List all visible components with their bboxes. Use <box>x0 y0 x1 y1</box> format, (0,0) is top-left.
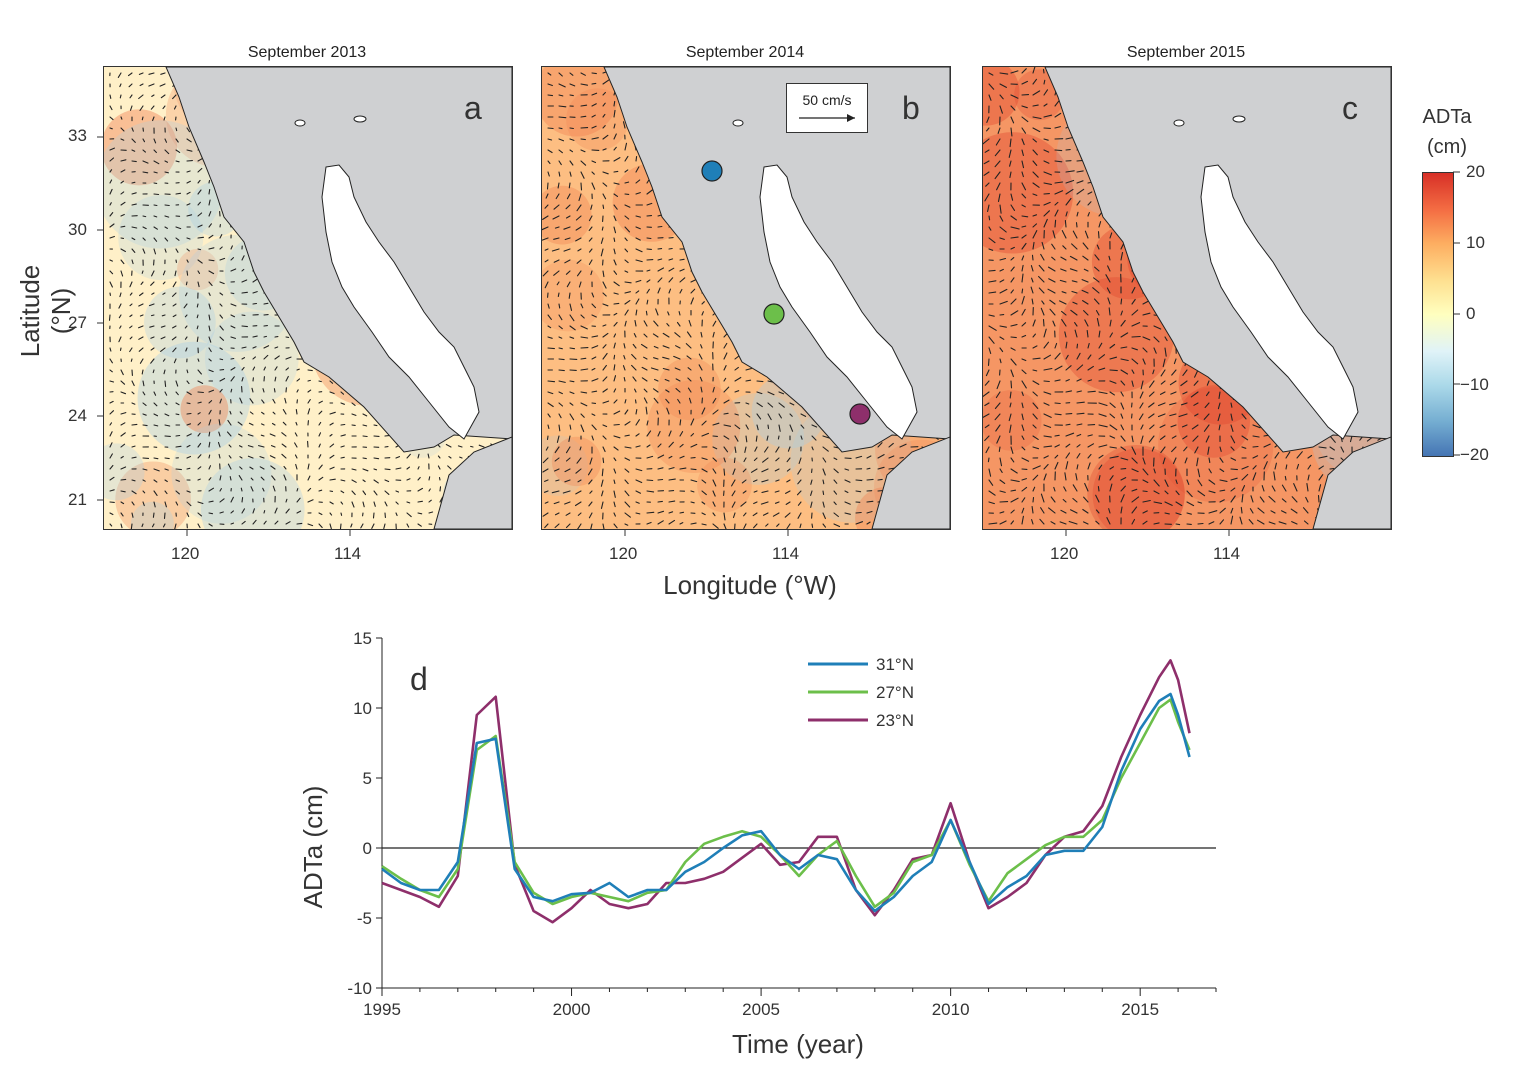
x-tick-label: 2015 <box>1121 1000 1159 1019</box>
y-tick-label: 0 <box>363 839 372 858</box>
map-title-c: September 2015 <box>1126 44 1246 61</box>
lat-tick-27: 27 <box>68 313 87 332</box>
x-tick-label: 2000 <box>553 1000 591 1019</box>
map-title-a: September 2013 <box>247 44 367 61</box>
y-tick-label: 15 <box>353 629 372 648</box>
map-panel-a <box>103 66 513 530</box>
station-marker-2 <box>763 303 785 325</box>
lon-tick-120-a: 120 <box>171 544 200 563</box>
map-panel-c <box>982 66 1392 530</box>
series-line-31n <box>381 692 1191 913</box>
map-panel-b <box>541 66 951 530</box>
lat-tick-24: 24 <box>68 406 87 425</box>
lon-tick-114-a: 114 <box>334 544 362 563</box>
lon-tick-120-b: 120 <box>609 544 638 563</box>
colorbar-tick-20: 20 <box>1466 162 1485 181</box>
panel-letter-a: a <box>464 90 482 126</box>
lon-tick-120-c: 120 <box>1050 544 1079 563</box>
colorbar-tick-m20: −20 <box>1460 445 1489 464</box>
series-line-27n <box>381 698 1191 909</box>
station-marker-1 <box>701 160 723 182</box>
scale-arrow-box: 50 cm/s <box>786 83 868 133</box>
colorbar-title-line1: ADTa <box>1422 106 1472 128</box>
station-marker-3 <box>849 403 871 425</box>
scale-arrow-label: 50 cm/s <box>802 92 852 108</box>
time-series-chart: 15 10 5 0 -5 -10 1995 2000 2005 2010 2015 31°N 27°N… <box>300 629 1217 1059</box>
colorbar <box>1422 172 1454 457</box>
legend-label: 31°N <box>876 655 914 674</box>
panel-letter-c: c <box>1342 90 1358 126</box>
map-title-b: September 2014 <box>685 44 805 61</box>
chart-x-label: Time (year) <box>732 1029 864 1059</box>
lon-tick-114-b: 114 <box>772 544 800 563</box>
colorbar-title-line2: (cm) <box>1427 136 1467 158</box>
colorbar-title: ADTa (cm) <box>1412 102 1482 162</box>
y-tick-label: -10 <box>347 979 372 998</box>
y-tick-label: -5 <box>357 909 372 928</box>
colorbar-tick-m10: −10 <box>1460 375 1489 394</box>
lat-tick-30: 30 <box>68 220 87 239</box>
longitude-axis-title: Longitude (°W) <box>663 570 837 600</box>
panel-letter-d: d <box>410 661 428 697</box>
panel-letter-b: b <box>902 90 920 126</box>
legend-label: 23°N <box>876 711 914 730</box>
y-tick-label: 5 <box>363 769 372 788</box>
colorbar-tick-10: 10 <box>1466 233 1485 252</box>
chart-y-label: ADTa (cm) <box>300 786 328 909</box>
y-tick-label: 10 <box>353 699 372 718</box>
latitude-axis-title: Latitude (°N) <box>15 264 76 358</box>
x-tick-label: 2010 <box>932 1000 970 1019</box>
lat-tick-33: 33 <box>68 126 87 145</box>
lon-tick-114-c: 114 <box>1213 544 1241 563</box>
lat-tick-21: 21 <box>68 490 87 509</box>
x-tick-label: 1995 <box>363 1000 401 1019</box>
legend-label: 27°N <box>876 683 914 702</box>
colorbar-tick-0: 0 <box>1466 304 1476 323</box>
scale-arrow-icon <box>799 114 855 122</box>
x-tick-label: 2005 <box>742 1000 780 1019</box>
